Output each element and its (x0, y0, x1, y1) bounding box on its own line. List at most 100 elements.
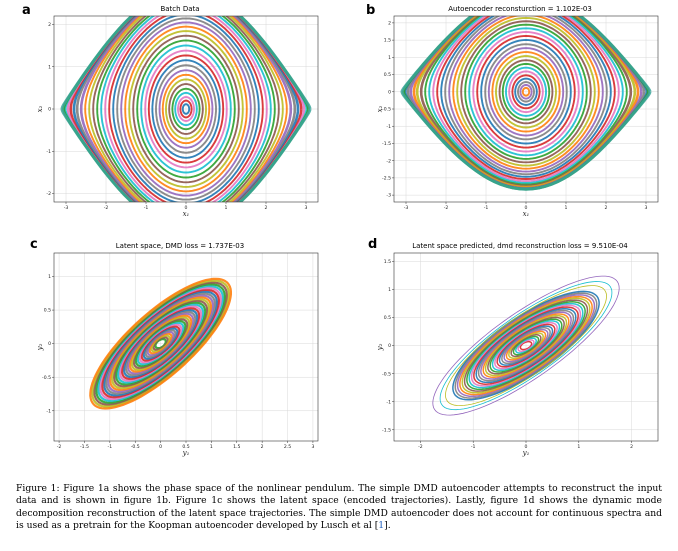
trajectory-line (84, 16, 288, 202)
trajectory-line (151, 59, 221, 159)
y-tick-label: -1.5 (382, 427, 391, 433)
trajectory-line (460, 20, 592, 164)
trajectory-line (171, 87, 201, 131)
trajectory-line (440, 16, 612, 178)
panel-title-a: Batch Data (160, 5, 200, 13)
trajectory-line (508, 332, 544, 359)
x-tick-label: 3 (645, 205, 648, 211)
x-tick-label: -1 (108, 444, 113, 450)
trajectory-group (400, 16, 652, 191)
trajectory-line (445, 285, 607, 407)
trajectory-line (428, 16, 624, 184)
trajectory-line (158, 69, 214, 149)
trajectory-line (459, 295, 593, 396)
trajectory-line (517, 81, 535, 103)
trajectory-line (155, 64, 217, 154)
trajectory-line (432, 16, 620, 183)
x-tick-label: 1 (210, 444, 213, 450)
x-tick-label: 1 (565, 205, 568, 211)
x-tick-label: 2 (630, 444, 633, 450)
trajectory-line (477, 309, 575, 382)
trajectory-line (448, 16, 604, 173)
chart-panel-c: -2 -1.5 -1 -0.5 0 0.5 1 1.5 2 2.5 3 -1 -0.5 0 0.5 1 y₁ y₂ (36, 251, 322, 457)
y-tick-label: -0.5 (382, 371, 391, 377)
trajectory-line (165, 78, 207, 140)
trajectory-line (96, 16, 276, 202)
trajectory-line (468, 302, 584, 389)
trajectory-line (480, 39, 572, 145)
x-tick-label: -2 (444, 205, 449, 211)
y-tick-label: 1.5 (384, 38, 391, 44)
trajectory-line (140, 44, 232, 174)
y-tick-label: 1 (48, 64, 51, 70)
trajectory-line (487, 316, 565, 375)
trajectory-line (136, 39, 236, 179)
y-tick-label: -0.5 (382, 107, 391, 113)
trajectory-line (498, 325, 554, 366)
trajectory-line (436, 16, 616, 180)
trajectory-line (512, 335, 540, 356)
x-tick-label: 1 (577, 444, 580, 450)
trajectory-line (495, 55, 557, 129)
trajectory-line (473, 306, 579, 385)
trajectory-line (456, 16, 596, 167)
x-tick-label: -2 (104, 205, 109, 211)
trajectory-line (120, 21, 252, 197)
trajectory-line (452, 290, 600, 401)
y-axis-label: x₂ (36, 105, 44, 112)
x-tick-label: 2 (261, 444, 264, 450)
trajectory-line (60, 16, 312, 202)
y-tick-label: 1.5 (384, 259, 391, 265)
x-tick-label: 3 (311, 444, 314, 450)
y-tick-label: 2 (388, 20, 391, 26)
trajectory-line (452, 16, 600, 170)
trajectory-line (444, 16, 608, 176)
trajectory-line (104, 16, 268, 202)
panel-title-d: Latent space predicted, dmd reconstructi… (412, 242, 628, 250)
y-tick-label: 0.5 (384, 72, 391, 78)
chart-svg-a: -3 -2 -1 0 1 2 3 -2 -1 0 1 2 x₁ x₂ (36, 15, 319, 218)
chart-panel-d: -2 -1 0 1 2 -1.5 -1 -0.5 0 0.5 1 1.5 y₁ y₂ (376, 251, 662, 457)
trajectory-line (88, 16, 284, 202)
trajectory-line (461, 297, 591, 394)
trajectory-line (491, 51, 561, 133)
trajectory-line (489, 318, 563, 373)
x-tick-label: 3 (305, 205, 308, 211)
caption-end: ]. (384, 520, 391, 532)
trajectory-line (472, 31, 580, 153)
trajectory-line (476, 35, 576, 149)
citation-link[interactable]: 1 (378, 520, 385, 532)
panel-title-c: Latent space, DMD loss = 1.737E-03 (115, 242, 245, 250)
trajectory-line (514, 77, 538, 106)
x-tick-label: 0 (185, 205, 188, 211)
trajectory-line (496, 323, 556, 368)
y-tick-label: 0 (48, 107, 51, 113)
x-tick-label: -1 (471, 444, 476, 450)
trajectory-line (487, 47, 565, 137)
trajectory-line (108, 16, 264, 202)
x-tick-label: -3 (404, 205, 409, 211)
y-tick-label: -1 (46, 408, 51, 414)
trajectory-line (484, 43, 568, 141)
trajectory-line (174, 91, 198, 127)
figure-caption: Figure 1: Figure 1a shows the phase spac… (16, 483, 662, 533)
trajectory-line (466, 301, 586, 391)
y-tick-label: -1.5 (382, 141, 391, 147)
trajectory-line (501, 62, 551, 121)
panel-letter-d: d (368, 237, 378, 252)
trajectory-line (100, 16, 272, 202)
chart-svg-b: -3 -2 -1 0 1 2 3 -3 -2.5 -2 -1.5 -1 -0.5 0 0.5 1 1.5 2 x₁ x… (376, 15, 659, 218)
trajectory-group (89, 277, 232, 410)
y-tick-label: 0.5 (384, 315, 391, 321)
trajectory-line (503, 328, 549, 363)
trajectory-line (132, 34, 240, 184)
x-tick-label: -2 (57, 444, 62, 450)
y-tick-label: 0 (388, 89, 391, 95)
y-tick-label: 1 (48, 274, 51, 280)
trajectory-line (168, 83, 204, 135)
trajectory-line (491, 320, 561, 372)
trajectory-line (463, 299, 589, 392)
trajectory-line (480, 311, 572, 380)
x-tick-label: 2.5 (284, 444, 291, 450)
chart-svg-d: -2 -1 0 1 2 -1.5 -1 -0.5 0 0.5 1 1.5 y₁ y₂ (376, 252, 659, 457)
